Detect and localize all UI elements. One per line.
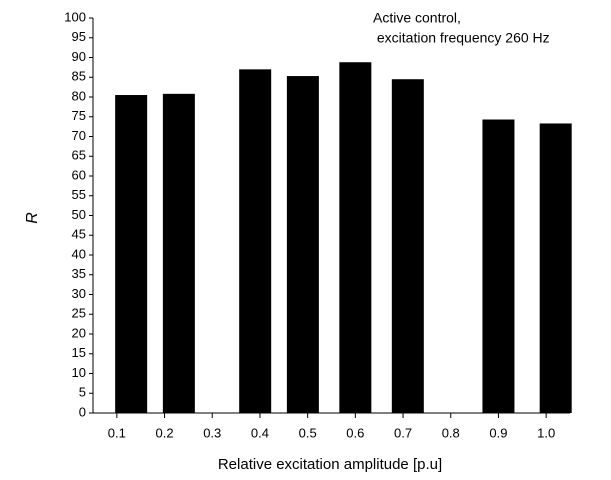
y-tick-label: 15: [72, 345, 86, 360]
y-tick-label: 65: [72, 148, 86, 163]
bar: [286, 76, 319, 413]
y-axis-label: R: [24, 212, 41, 224]
y-tick-label: 95: [72, 29, 86, 44]
y-tick-label: 10: [72, 365, 86, 380]
y-tick-label: 45: [72, 227, 86, 242]
x-tick-label: 0.7: [394, 425, 412, 440]
y-tick-label: 5: [79, 385, 86, 400]
x-tick-label: 0.9: [489, 425, 507, 440]
y-tick-label: 100: [64, 9, 86, 24]
y-tick-label: 70: [72, 128, 86, 143]
y-tick-label: 85: [72, 69, 86, 84]
bar: [391, 79, 424, 413]
x-tick-label: 0.4: [251, 425, 269, 440]
x-axis-label: Relative excitation amplitude [p.u]: [218, 456, 442, 473]
x-tick-label: 0.1: [108, 425, 126, 440]
bar: [539, 123, 572, 413]
y-tick-label: 90: [72, 49, 86, 64]
y-tick-label: 55: [72, 187, 86, 202]
y-tick-label: 20: [72, 325, 86, 340]
x-tick-label: 0.2: [156, 425, 174, 440]
y-tick-label: 25: [72, 306, 86, 321]
bar: [482, 119, 515, 413]
y-tick-label: 0: [79, 404, 86, 419]
bar: [239, 69, 272, 413]
y-tick-label: 75: [72, 108, 86, 123]
y-tick-label: 50: [72, 207, 86, 222]
annotation: Active control,: [373, 10, 461, 26]
y-tick-label: 80: [72, 88, 86, 103]
x-tick-label: 1.0: [537, 425, 555, 440]
y-tick-label: 30: [72, 286, 86, 301]
x-tick-label: 0.6: [346, 425, 364, 440]
bar: [339, 62, 372, 414]
x-tick-label: 0.5: [299, 425, 317, 440]
y-tick-label: 60: [72, 167, 86, 182]
bar: [115, 95, 148, 414]
y-tick-label: 40: [72, 246, 86, 261]
bar: [162, 93, 195, 413]
annotation: excitation frequency 260 Hz: [373, 30, 550, 46]
x-tick-label: 0.3: [203, 425, 221, 440]
x-tick-label: 0.8: [442, 425, 460, 440]
y-tick-label: 35: [72, 266, 86, 281]
